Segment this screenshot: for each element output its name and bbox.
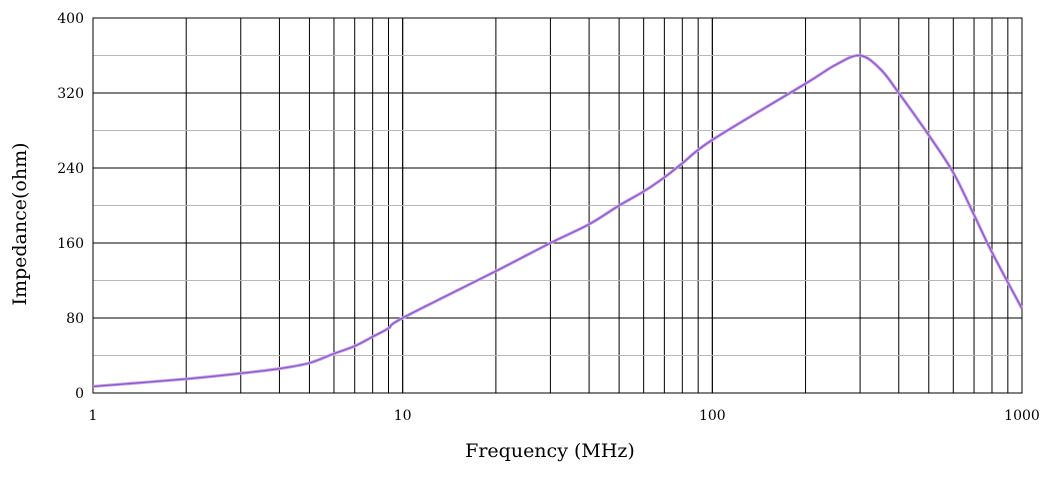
y-tick-label: 80	[66, 311, 84, 327]
y-tick-labels: 0 80 160 240 320 400	[57, 11, 84, 402]
x-axis-title: Frequency (MHz)	[465, 440, 635, 462]
x-tick-labels: 1 10 100 1000	[89, 408, 1040, 424]
x-tick-label: 10	[394, 408, 412, 424]
series-line	[92, 54, 1023, 388]
y-tick-label: 240	[57, 161, 84, 177]
x-tick-label: 1000	[1004, 408, 1040, 424]
grid-lines	[92, 17, 1023, 394]
series-group	[92, 53, 1024, 389]
x-tick-label: 1	[89, 408, 98, 424]
x-tick-label: 100	[699, 408, 726, 424]
y-tick-label: 160	[57, 236, 84, 252]
plot-area-frame	[92, 17, 1023, 394]
series-line-halo	[92, 53, 1024, 389]
y-tick-label: 0	[75, 386, 84, 402]
y-tick-label: 320	[57, 86, 84, 102]
y-axis-title: Impedance(ohm)	[9, 142, 31, 305]
y-tick-label: 400	[57, 11, 84, 27]
